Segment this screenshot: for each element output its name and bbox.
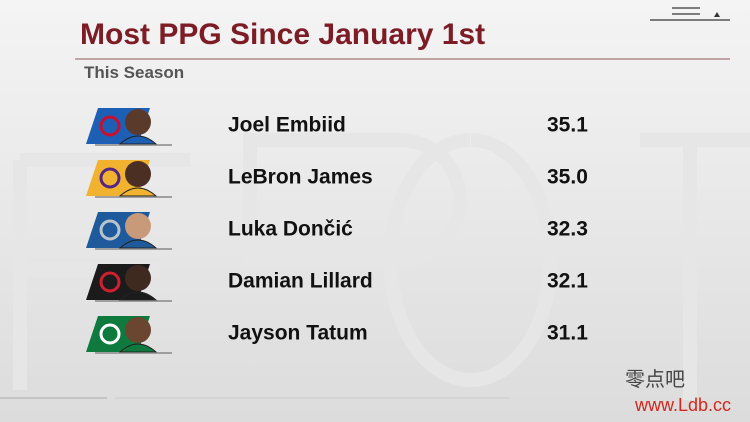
player-shoulders (118, 291, 158, 301)
title: Most PPG Since January 1st (80, 18, 485, 51)
player-head (125, 109, 151, 135)
player-shoulders (118, 187, 158, 197)
player-name: LeBron James (228, 166, 373, 189)
ppg-value: 32.1 (547, 270, 588, 293)
subtitle: This Season (84, 63, 184, 82)
player-name: Luka Dončić (228, 218, 353, 241)
team-logo-mark (99, 115, 121, 137)
arrow-icon (714, 12, 720, 17)
player-shoulders (118, 239, 158, 249)
player-shoulders (118, 343, 158, 353)
team-logo-mark (99, 271, 121, 293)
menu-icon (650, 7, 730, 21)
player-shoulders (118, 135, 158, 145)
team-logo-mark (99, 167, 121, 189)
ppg-value: 32.3 (547, 218, 588, 241)
ppg-value: 35.1 (547, 114, 588, 137)
player-head (125, 161, 151, 187)
watermark: 零点吧 (625, 368, 685, 391)
player-head (125, 265, 151, 291)
team-logo-mark (99, 219, 121, 241)
ppg-value: 31.1 (547, 322, 588, 345)
team-logo-mark (99, 323, 121, 345)
background-letters (13, 133, 750, 400)
player-name: Jayson Tatum (228, 322, 368, 345)
player-head (125, 213, 151, 239)
player-name: Joel Embiid (228, 114, 346, 137)
watermark: www.Ldb.cc (634, 395, 731, 415)
ppg-value: 35.0 (547, 166, 588, 189)
player-name: Damian Lillard (228, 270, 373, 293)
player-head (125, 317, 151, 343)
